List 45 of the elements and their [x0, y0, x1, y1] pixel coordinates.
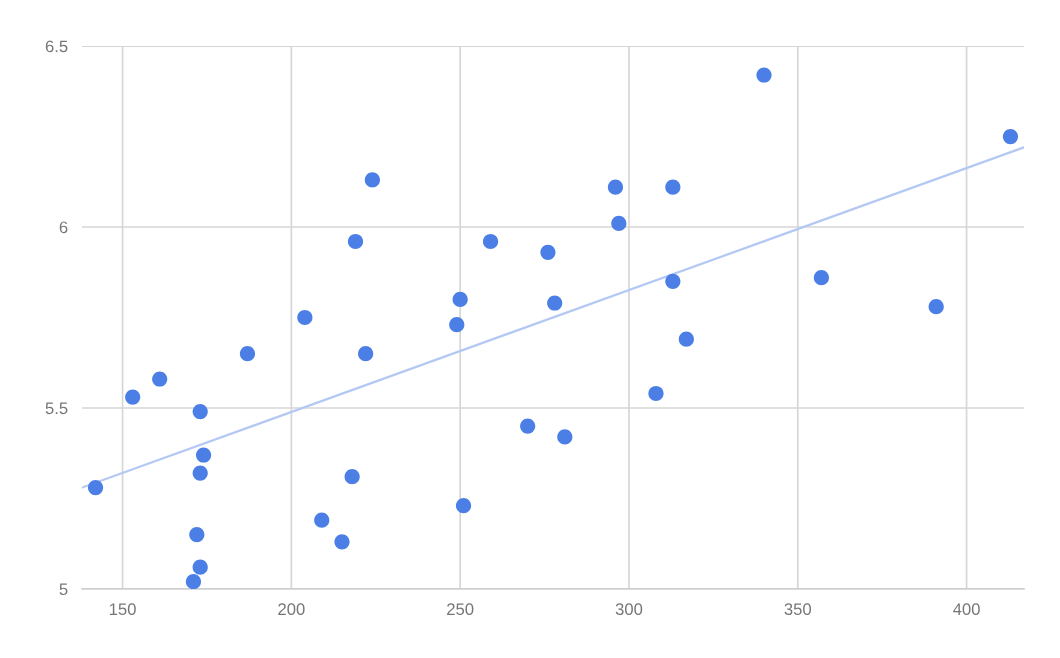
x-tick-label: 250 [447, 603, 474, 616]
point [482, 233, 499, 250]
x-tick-label: 300 [615, 603, 643, 616]
point [547, 295, 563, 311]
y-tick-label: 6 [59, 221, 68, 234]
point [756, 67, 772, 83]
point [358, 346, 374, 362]
point [344, 469, 360, 485]
point [239, 346, 256, 362]
x-tick-label: 150 [109, 603, 136, 616]
point [152, 371, 168, 387]
point [192, 465, 208, 481]
point [452, 291, 468, 307]
point [334, 534, 350, 550]
x-tick-label: 350 [784, 603, 812, 616]
point [540, 244, 556, 260]
point [185, 574, 202, 589]
point [455, 498, 472, 514]
y-tick-label: 6.5 [45, 40, 68, 53]
x-tick-label: 400 [953, 603, 980, 616]
x-tick-label: 200 [278, 603, 305, 616]
point [611, 215, 627, 231]
point [195, 447, 212, 463]
point [364, 172, 380, 188]
point [557, 429, 573, 445]
point [87, 479, 104, 496]
point [347, 233, 364, 250]
point [665, 273, 681, 289]
point [648, 385, 664, 402]
point [607, 179, 624, 195]
point [813, 270, 829, 286]
point [449, 317, 465, 333]
point [928, 299, 944, 315]
point [678, 331, 694, 347]
y-tick-label: 5 [59, 583, 68, 596]
point [189, 527, 205, 543]
point [1002, 128, 1019, 145]
point [665, 179, 681, 195]
point [125, 389, 141, 405]
point [297, 309, 313, 326]
y-tick-label: 5.5 [45, 402, 68, 415]
point [192, 559, 208, 575]
point [520, 418, 536, 434]
point [192, 403, 208, 420]
point [314, 512, 330, 528]
